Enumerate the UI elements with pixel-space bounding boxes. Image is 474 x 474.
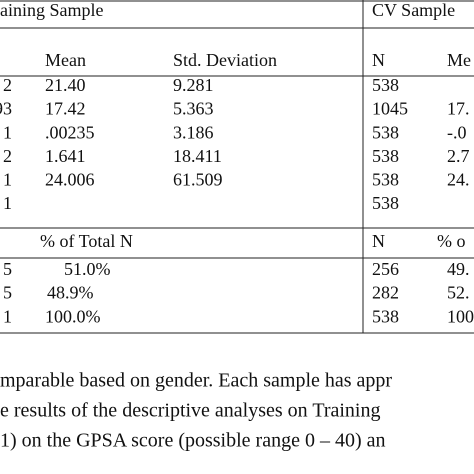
table-cell: 24. — [447, 170, 470, 190]
table-cell: 256 — [372, 259, 399, 279]
column-header: Std. Deviation — [173, 50, 277, 70]
column-header: Mean — [45, 50, 86, 70]
table-cell: 1 — [3, 122, 12, 142]
table-cell: 1.641 — [45, 146, 86, 166]
table-cell: 51.0% — [64, 259, 111, 279]
table-cell: 49. — [447, 259, 470, 279]
table-cell: 282 — [372, 283, 399, 303]
table-cell: 2.7 — [447, 146, 470, 166]
paragraph-line: mparable based on gender. Each sample ha… — [0, 370, 392, 392]
table-cell: 100.0% — [45, 306, 101, 326]
table-cell: 61.509 — [173, 170, 223, 190]
table-cell: 48.9% — [47, 283, 94, 303]
table-cell: 18.411 — [173, 146, 222, 166]
table-cell: 3.186 — [173, 122, 214, 142]
table-cell: 2 — [3, 75, 12, 95]
column-header: % of Total N — [40, 231, 133, 251]
table-cell: 538 — [372, 193, 399, 213]
table-cell: 538 — [372, 146, 399, 166]
header-left: aining Sample — [0, 0, 103, 20]
table-cell: 2 — [3, 146, 12, 166]
table-cell: 17.42 — [45, 99, 86, 119]
table-cell: 52. — [447, 283, 470, 303]
table-cell: 1 — [3, 306, 12, 326]
table-cell: 100 — [447, 306, 474, 326]
table-cell: 21.40 — [45, 75, 86, 95]
table-cell: -.0 — [447, 122, 467, 142]
table-cell: 1 — [3, 170, 12, 190]
table-cell: 17. — [447, 99, 470, 119]
table-cell: 538 — [372, 170, 399, 190]
table-cell: 538 — [372, 75, 399, 95]
table-cell: .00235 — [45, 122, 95, 142]
table-cell: 9.281 — [173, 75, 214, 95]
table-cell: 1 — [3, 193, 12, 213]
table-cell: 538 — [372, 122, 399, 142]
column-header: Me — [447, 50, 471, 70]
table-cell: 5 — [3, 283, 12, 303]
table-cell: 24.006 — [45, 170, 95, 190]
header-right: CV Sample — [372, 0, 455, 20]
paragraph-line: 1) on the GPSA score (possible range 0 –… — [0, 430, 386, 452]
column-header: % o — [437, 231, 466, 251]
table-cell: 1045 — [372, 99, 408, 119]
table-cell: 5 — [3, 259, 12, 279]
paragraph-line: e results of the descriptive analyses on… — [0, 400, 381, 422]
table-cell: 93 — [0, 99, 12, 119]
column-header: N — [372, 231, 385, 251]
table-cell: 538 — [372, 306, 399, 326]
column-header: N — [372, 50, 385, 70]
table-cell: 5.363 — [173, 99, 214, 119]
